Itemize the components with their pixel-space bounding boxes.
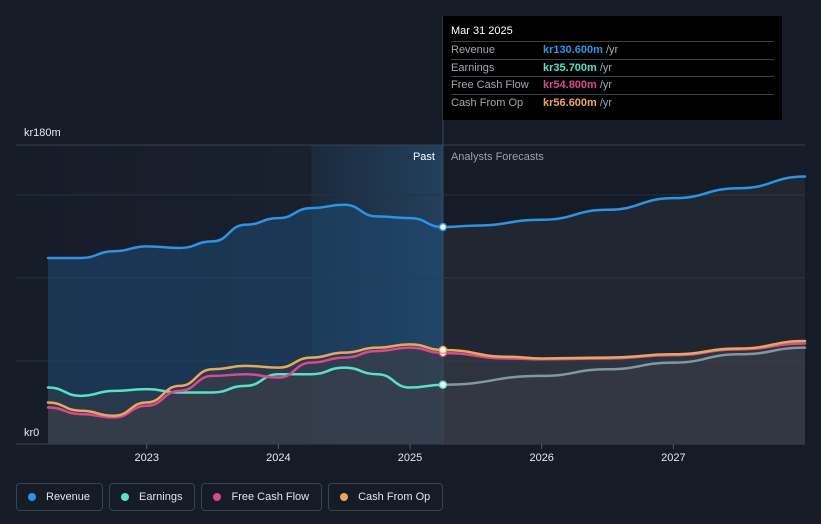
tooltip-label: Free Cash Flow	[451, 79, 529, 92]
x-tick-label: 2027	[661, 452, 685, 464]
legend: Revenue Earnings Free Cash Flow Cash Fro…	[16, 483, 444, 511]
y-axis-top-label: kr180m	[24, 127, 61, 139]
revenue-past-area	[48, 204, 443, 444]
free-cash-flow-forecast-area	[442, 343, 805, 444]
past-label: Past	[413, 151, 435, 163]
earnings-forecast-line	[441, 346, 807, 386]
tooltip-value: kr56.600m	[543, 96, 597, 109]
legend-item-earnings[interactable]: Earnings	[109, 483, 196, 511]
revenue-forecast-line	[441, 175, 807, 229]
tooltip-label: Revenue	[451, 44, 496, 57]
legend-item-cash-from-op[interactable]: Cash From Op	[328, 483, 444, 511]
tooltip-unit: /yr	[599, 79, 613, 92]
revenue-dot-icon	[28, 493, 36, 501]
legend-label: Free Cash Flow	[231, 491, 310, 503]
free-cash-flow-past-area	[48, 347, 443, 444]
tooltip-row-earnings: Earnings kr35.700m /yr	[451, 58, 774, 77]
tooltip-unit: /yr	[599, 61, 613, 74]
x-tick-label: 2026	[529, 452, 553, 464]
legend-item-free-cash-flow[interactable]: Free Cash Flow	[201, 483, 323, 511]
legend-label: Earnings	[139, 491, 183, 503]
earnings-forecast-area	[442, 347, 805, 444]
cash-from-op-line	[46, 343, 445, 418]
earnings-marker	[438, 380, 448, 389]
cash-from-op-dot-icon	[340, 493, 349, 501]
x-tick-label: 2025	[398, 452, 422, 464]
x-axis-ticks: 2023 2024 2025 2026 2027	[134, 444, 686, 464]
earnings-past-area	[48, 367, 443, 444]
y-axis-bottom-label: kr0	[24, 427, 39, 439]
tooltip-unit: /yr	[605, 44, 619, 57]
forecast-label: Analysts Forecasts	[451, 151, 544, 163]
revenue-marker	[438, 222, 448, 232]
earnings-line	[46, 366, 445, 398]
x-tick-label: 2023	[134, 452, 158, 464]
tooltip-label: Earnings	[451, 61, 495, 74]
current-markers	[438, 222, 448, 389]
tooltip-unit: /yr	[599, 96, 613, 109]
free-cash-flow-line	[46, 346, 445, 419]
cash-from-op-forecast-line	[441, 339, 807, 360]
tooltip-date: Mar 31 2025	[451, 25, 513, 37]
earnings-dot-icon	[121, 493, 130, 501]
series-lines	[46, 175, 807, 419]
legend-label: Revenue	[46, 491, 91, 503]
revenue-line	[46, 203, 445, 260]
legend-label: Cash From Op	[358, 491, 431, 503]
tooltip: Mar 31 2025 Revenue kr130.600m /yr Earni…	[443, 16, 782, 120]
tooltip-row-revenue: Revenue kr130.600m /yr	[451, 41, 774, 59]
cash-from-op-marker	[438, 345, 448, 355]
x-tick-label: 2024	[266, 452, 290, 464]
legend-item-revenue[interactable]: Revenue	[16, 483, 104, 511]
cash-from-op-past-area	[48, 344, 443, 444]
tooltip-label: Cash From Op	[451, 96, 524, 109]
tooltip-row-cash-from-op: Cash From Op kr56.600m /yr	[451, 93, 774, 112]
tooltip-value: kr130.600m	[543, 44, 603, 57]
free-cash-flow-dot-icon	[213, 493, 222, 501]
tooltip-row-free-cash-flow: Free Cash Flow kr54.800m /yr	[451, 76, 774, 94]
cash-from-op-forecast-area	[442, 341, 805, 444]
tooltip-value: kr54.800m	[543, 79, 597, 92]
tooltip-value: kr35.700m	[543, 61, 597, 74]
